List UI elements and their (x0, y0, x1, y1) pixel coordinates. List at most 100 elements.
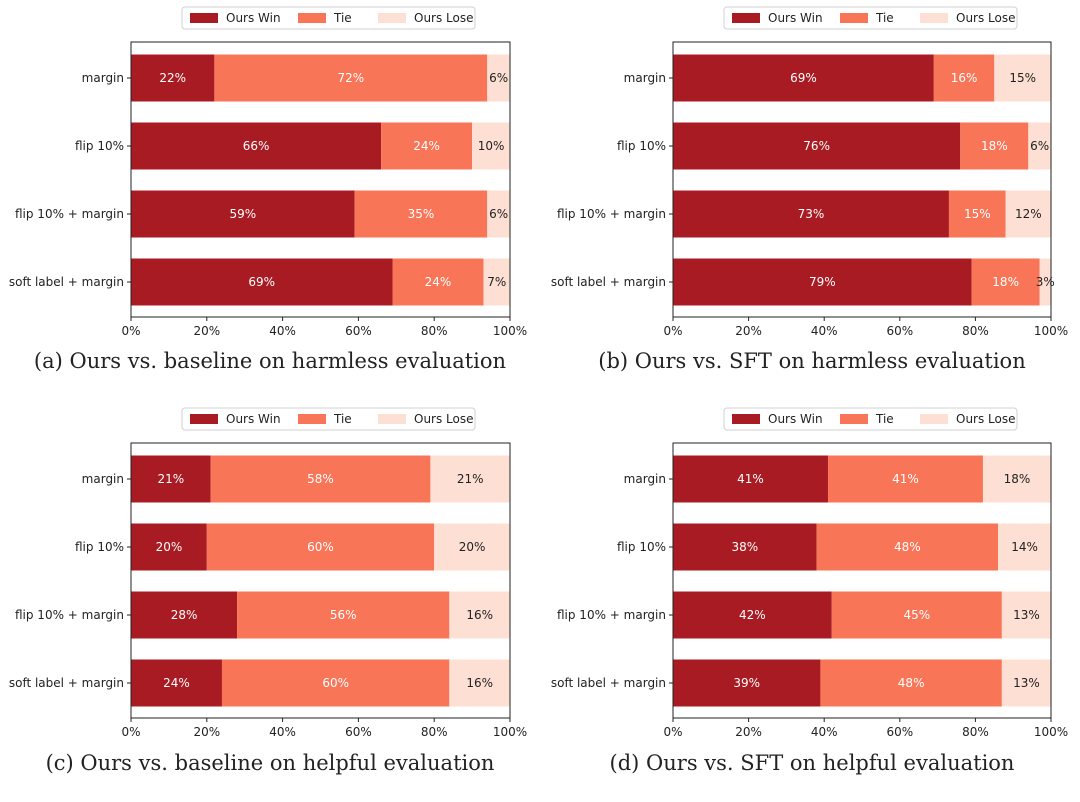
data-label-flip-10-margin-ours-win: 28% (171, 608, 198, 622)
bar-flip-10-ours-lose (434, 523, 510, 571)
data-label-flip-10-ours-win: 76% (803, 139, 830, 153)
bar-flip-10-ours-win (673, 122, 961, 170)
data-label-flip-10-margin-tie: 45% (903, 608, 930, 622)
legend-swatch-tie (840, 13, 868, 23)
x-tick-label: 60% (886, 324, 913, 338)
data-label-flip-10-margin-tie: 35% (408, 207, 435, 221)
data-label-flip-10-ours-lose: 14% (1011, 540, 1038, 554)
x-tick-label: 80% (421, 324, 448, 338)
legend-label-tie: Tie (875, 11, 894, 25)
legend-label-tie: Tie (333, 11, 352, 25)
legend-label-ours-win: Ours Win (226, 11, 281, 25)
data-label-margin-ours-lose: 6% (489, 71, 508, 85)
bar-soft-label-margin-ours-win (673, 258, 972, 306)
panel-caption: (c) Ours vs. baseline on helpful evaluat… (46, 751, 495, 775)
axes-frame (130, 41, 511, 318)
legend-label-ours-lose: Ours Lose (414, 11, 474, 25)
data-label-margin-ours-lose: 18% (1004, 472, 1031, 486)
bar-flip-10-margin-ours-lose (487, 190, 510, 238)
data-label-margin-tie: 72% (337, 71, 364, 85)
data-label-flip-10-ours-lose: 6% (1030, 139, 1049, 153)
bar-margin-ours-lose (994, 54, 1051, 102)
bar-margin-tie (827, 455, 983, 503)
data-label-margin-tie: 58% (307, 472, 334, 486)
legend-label-ours-lose: Ours Lose (414, 412, 474, 426)
data-label-flip-10-ours-win: 66% (243, 139, 270, 153)
y-tick-label-flip-10-margin: flip 10% + margin (15, 207, 124, 221)
y-tick-label-flip-10: flip 10% (617, 540, 666, 554)
x-tick-label: 40% (269, 725, 296, 739)
x-tick-label: 0% (121, 725, 140, 739)
y-tick-label-margin: margin (624, 472, 666, 486)
y-tick-label-flip-10-margin: flip 10% + margin (557, 207, 666, 221)
data-label-margin-ours-lose: 21% (457, 472, 484, 486)
x-tick-label: 80% (962, 725, 989, 739)
legend: Ours Win Tie Ours Lose (181, 407, 476, 431)
legend-swatch-ours-lose (920, 13, 948, 23)
bar-flip-10-ours-win (131, 523, 207, 571)
legend-frame (181, 407, 476, 431)
panel-caption: (d) Ours vs. SFT on helpful evaluation (610, 751, 1015, 775)
axes-frame (672, 442, 1052, 719)
bar-flip-10-ours-lose (1028, 122, 1051, 170)
legend-label-tie: Tie (875, 412, 894, 426)
bar-flip-10-margin-ours-lose (1005, 190, 1051, 238)
bar-margin-ours-win (131, 54, 215, 102)
bar-margin-ours-lose (430, 455, 510, 503)
x-tick-label: 100% (1034, 725, 1068, 739)
data-label-soft-label-margin-tie: 24% (425, 275, 452, 289)
data-label-flip-10-tie: 18% (981, 139, 1008, 153)
bar-flip-10-margin-tie (354, 190, 488, 238)
x-tick-label: 40% (269, 324, 296, 338)
bar-flip-10-margin-ours-win (673, 591, 832, 639)
data-label-soft-label-margin-ours-win: 39% (733, 676, 760, 690)
bar-margin-ours-lose (487, 54, 510, 102)
bar-flip-10-margin-ours-lose (1001, 591, 1051, 639)
x-tick-label: 80% (962, 324, 989, 338)
data-label-margin-ours-win: 69% (790, 71, 817, 85)
legend-swatch-tie (298, 414, 326, 424)
y-tick-label-flip-10-margin: flip 10% + margin (15, 608, 124, 622)
data-label-flip-10-margin-ours-lose: 6% (489, 207, 508, 221)
bar-soft-label-margin-tie (392, 258, 484, 306)
data-label-flip-10-ours-win: 20% (156, 540, 183, 554)
bar-flip-10-margin-ours-lose (449, 591, 510, 639)
data-label-soft-label-margin-ours-win: 24% (163, 676, 190, 690)
data-label-margin-tie: 16% (951, 71, 978, 85)
legend-swatch-tie (298, 13, 326, 23)
data-label-soft-label-margin-ours-win: 79% (809, 275, 836, 289)
x-tick-label: 20% (193, 725, 220, 739)
legend-swatch-ours-win (190, 13, 218, 23)
bar-soft-label-margin-ours-win (673, 659, 821, 707)
y-tick-label-margin: margin (624, 71, 666, 85)
bar-flip-10-ours-lose (472, 122, 510, 170)
bar-margin-ours-lose (982, 455, 1051, 503)
x-tick-label: 60% (345, 725, 372, 739)
data-label-flip-10-tie: 48% (894, 540, 921, 554)
bar-flip-10-margin-tie (831, 591, 1002, 639)
x-tick-label: 60% (886, 725, 913, 739)
x-tick-label: 0% (121, 324, 140, 338)
bar-flip-10-margin-tie (237, 591, 450, 639)
bar-flip-10-ours-lose (998, 523, 1051, 571)
data-label-soft-label-margin-tie: 48% (898, 676, 925, 690)
data-label-flip-10-tie: 24% (413, 139, 440, 153)
data-label-flip-10-margin-ours-win: 73% (798, 207, 825, 221)
x-tick-label: 0% (663, 725, 682, 739)
y-tick-label-flip-10: flip 10% (75, 139, 124, 153)
y-tick-label-flip-10: flip 10% (75, 540, 124, 554)
data-label-margin-ours-win: 41% (737, 472, 764, 486)
x-tick-label: 60% (345, 324, 372, 338)
legend-frame (723, 6, 1018, 30)
legend: Ours Win Tie Ours Lose (723, 6, 1018, 30)
data-label-flip-10-margin-ours-lose: 16% (466, 608, 493, 622)
legend-swatch-ours-win (732, 13, 760, 23)
chart-panel-a: Ours Win Tie Ours Lose 22% 72% 6% margin 66% 24%… (9, 6, 527, 373)
chart-panel-c: Ours Win Tie Ours Lose 21% 58% 21% margin 20% 60… (9, 407, 527, 775)
axes-frame (130, 442, 511, 719)
legend-label-ours-lose: Ours Lose (956, 412, 1016, 426)
bar-flip-10-tie (206, 523, 435, 571)
y-tick-label-margin: margin (82, 472, 124, 486)
data-label-flip-10-margin-ours-lose: 12% (1015, 207, 1042, 221)
x-tick-label: 100% (493, 725, 527, 739)
